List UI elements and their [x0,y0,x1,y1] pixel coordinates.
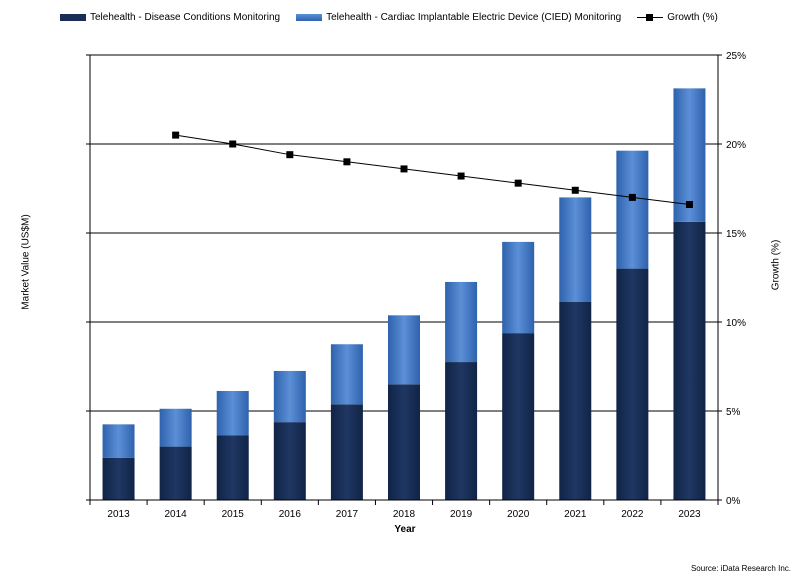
growth-point-2022 [628,193,636,201]
x-tick-label-2013: 2013 [107,509,130,520]
bars [102,88,706,500]
legend: Telehealth - Disease Conditions Monitori… [60,12,734,23]
growth-point-2015 [229,140,237,148]
y2-tick-label-3: 15% [726,229,746,240]
bar-cied-2013 [102,424,135,458]
bar-disease-2020 [502,333,535,500]
bar-disease-2022 [616,268,649,500]
bar-disease-2017 [330,404,363,500]
y2-tick-label-4: 20% [726,140,746,151]
bar-cied-2014 [159,408,192,447]
legend-label-growth: Growth (%) [667,12,718,23]
y2-tick-label-0: 0% [726,496,741,507]
bar-disease-2019 [445,362,478,500]
bar-disease-2013 [102,457,135,500]
bar-cied-2020 [502,241,535,334]
bar-disease-2016 [273,422,306,500]
growth-polyline [175,134,690,206]
bar-cied-2021 [559,197,592,302]
y2-tick-labels: 0% 5% 10% 15% 20% 25% [726,51,746,507]
y-axis-label: Market Value (US$M) [20,214,32,310]
x-tick-label-2021: 2021 [564,509,587,520]
legend-item-growth: Growth (%) [637,12,718,23]
bar-disease-2018 [388,384,420,500]
growth-point-2016 [286,151,294,159]
legend-swatch-disease [60,14,86,21]
legend-swatch-cied [296,14,323,21]
y2-axis-label: Growth (%) [770,239,782,291]
x-tick-label-2014: 2014 [165,509,188,520]
legend-label-disease: Telehealth - Disease Conditions Monitori… [90,12,281,23]
bar-cied-2017 [330,344,363,405]
growth-point-2014 [172,131,180,139]
x-tick-label-2020: 2020 [507,509,530,520]
x-tick-label-2017: 2017 [336,509,359,520]
growth-point-2019 [457,172,465,180]
legend-swatch-growth [637,14,664,21]
source-note: Source: iData Research Inc. [690,564,791,573]
bar-cied-2019 [445,281,478,363]
bar-cied-2016 [273,370,306,423]
legend-item-cied: Telehealth - Cardiac Implantable Electri… [296,12,621,23]
bar-cied-2022 [616,150,649,269]
legend-item-disease: Telehealth - Disease Conditions Monitori… [60,12,280,23]
x-tick-labels: 2013 2014 2015 2016 2017 2018 2019 2020 2021 2022… [107,509,701,520]
x-tick-label-2018: 2018 [393,509,416,520]
growth-point-2017 [343,158,351,166]
x-tick-label-2023: 2023 [678,509,701,520]
y2-tick-label-5: 25% [726,51,746,62]
x-tick-label-2015: 2015 [222,509,245,520]
axes [86,54,722,505]
bar-cied-2015 [216,390,249,436]
x-tick-label-2022: 2022 [621,509,644,520]
bar-disease-2014 [159,446,192,500]
y2-tick-label-2: 10% [726,318,746,329]
bar-cied-2023 [673,88,706,222]
bar-disease-2023 [673,221,706,500]
x-tick-label-2016: 2016 [279,509,302,520]
growth-line [172,131,693,209]
bar-disease-2021 [559,301,592,500]
growth-point-2020 [514,179,522,187]
bar-cied-2018 [388,315,420,385]
x-tick-label-2019: 2019 [450,509,473,520]
y2-tick-label-1: 5% [726,407,741,418]
growth-point-2023 [685,201,693,209]
growth-point-2018 [400,165,408,173]
legend-label-cied: Telehealth - Cardiac Implantable Electri… [326,12,622,23]
growth-point-2021 [571,186,579,194]
bar-disease-2015 [216,435,249,500]
x-axis-label: Year [394,524,416,535]
